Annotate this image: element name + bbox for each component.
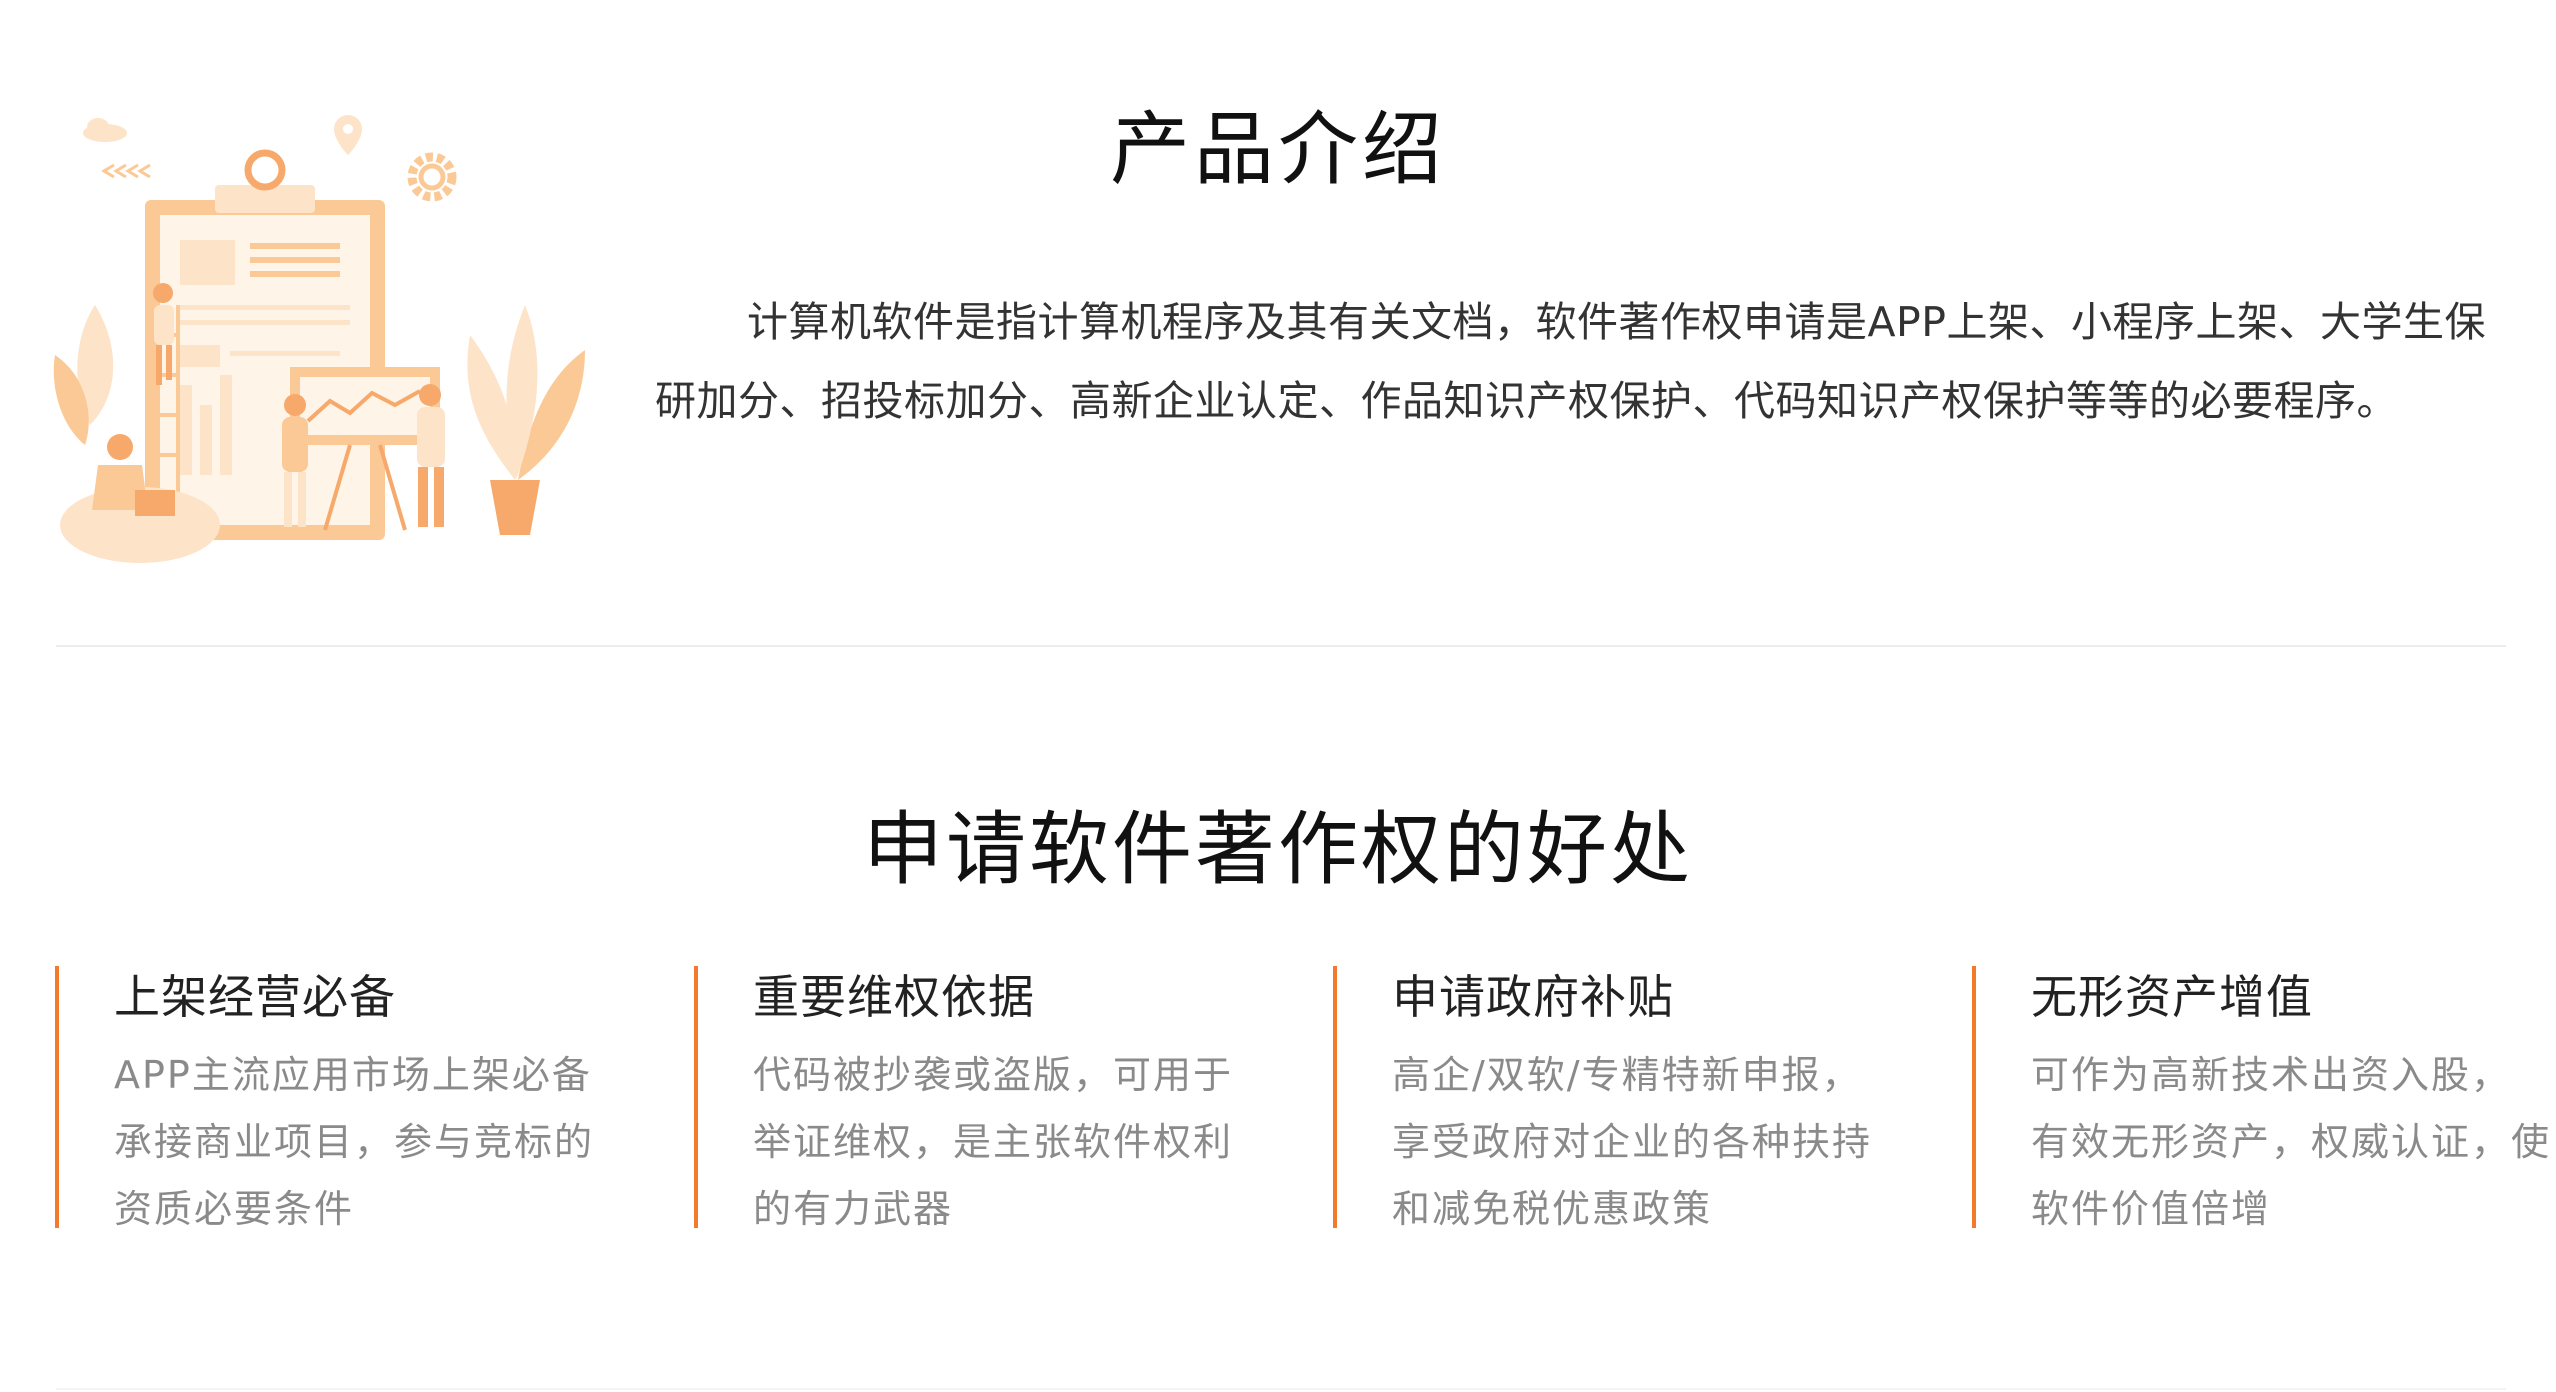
benefit-card-line: 有效无形资产，权威认证，使	[2031, 1120, 2552, 1164]
benefit-card-title: 申请政府补贴	[1392, 970, 1674, 1024]
benefit-card-line: 高企/双软/专精特新申报，	[1392, 1053, 1862, 1097]
benefit-card-title: 重要维权依据	[753, 970, 1035, 1024]
benefit-card-description: APP主流应用市场上架必备 承接商业项目，参与竞标的 资质必要条件	[114, 1042, 634, 1243]
intro-title: 产品介绍	[1110, 103, 1446, 196]
benefit-card-description: 代码被抄袭或盗版，可用于 举证维权，是主张软件权利 的有力武器	[753, 1042, 1273, 1243]
clipboard	[145, 149, 385, 540]
benefit-card-rights: 重要维权依据 代码被抄袭或盗版，可用于 举证维权，是主张软件权利 的有力武器	[694, 966, 1294, 1231]
bottom-divider	[56, 1388, 2506, 1390]
person-right	[417, 384, 445, 527]
benefit-card-line: 承接商业项目，参与竞标的	[114, 1120, 595, 1164]
benefit-card-title: 无形资产增值	[2031, 970, 2313, 1024]
sitting-person	[60, 434, 220, 563]
presentation-board	[290, 367, 440, 531]
benefit-card-line: 享受政府对企业的各种扶持	[1392, 1120, 1873, 1164]
section-divider	[56, 645, 2506, 647]
left-leaves	[53, 305, 114, 445]
intro-paragraph: 计算机软件是指计算机程序及其有关文档，软件著作权申请是APP上架、小程序上架、大…	[655, 298, 2486, 425]
benefits-title: 申请软件著作权的好处	[863, 803, 1693, 896]
potted-plant	[467, 305, 585, 535]
benefit-card-line: APP主流应用市场上架必备	[114, 1053, 592, 1097]
location-pin-icon	[334, 115, 362, 155]
benefit-card-assets: 无形资产增值 可作为高新技术出资入股， 有效无形资产，权威认证，使 软件价值倍增	[1972, 966, 2556, 1231]
cloud-icon	[83, 118, 127, 142]
benefit-card-line: 可作为高新技术出资入股，	[2031, 1053, 2512, 1097]
person-left	[282, 394, 308, 527]
benefit-card-line: 代码被抄袭或盗版，可用于	[753, 1053, 1234, 1097]
benefit-card-listing: 上架经营必备 APP主流应用市场上架必备 承接商业项目，参与竞标的 资质必要条件	[55, 966, 655, 1231]
benefit-card-line: 的有力武器	[753, 1187, 954, 1231]
benefit-card-line: 资质必要条件	[114, 1187, 355, 1231]
benefit-card-description: 可作为高新技术出资入股， 有效无形资产，权威认证，使 软件价值倍增	[2031, 1042, 2551, 1243]
chevrons-icon	[101, 163, 151, 179]
person-on-ladder	[153, 283, 174, 385]
benefit-card-title: 上架经营必备	[114, 970, 396, 1024]
benefit-card-subsidy: 申请政府补贴 高企/双软/专精特新申报， 享受政府对企业的各种扶持 和减免税优惠…	[1333, 966, 1933, 1231]
intro-illustration	[53, 115, 585, 563]
benefit-card-line: 软件价值倍增	[2031, 1187, 2272, 1231]
gear-icon	[407, 152, 457, 202]
benefit-card-line: 举证维权，是主张软件权利	[753, 1120, 1234, 1164]
benefit-card-description: 高企/双软/专精特新申报， 享受政府对企业的各种扶持 和减免税优惠政策	[1392, 1042, 1912, 1243]
benefit-card-line: 和减免税优惠政策	[1392, 1187, 1713, 1231]
